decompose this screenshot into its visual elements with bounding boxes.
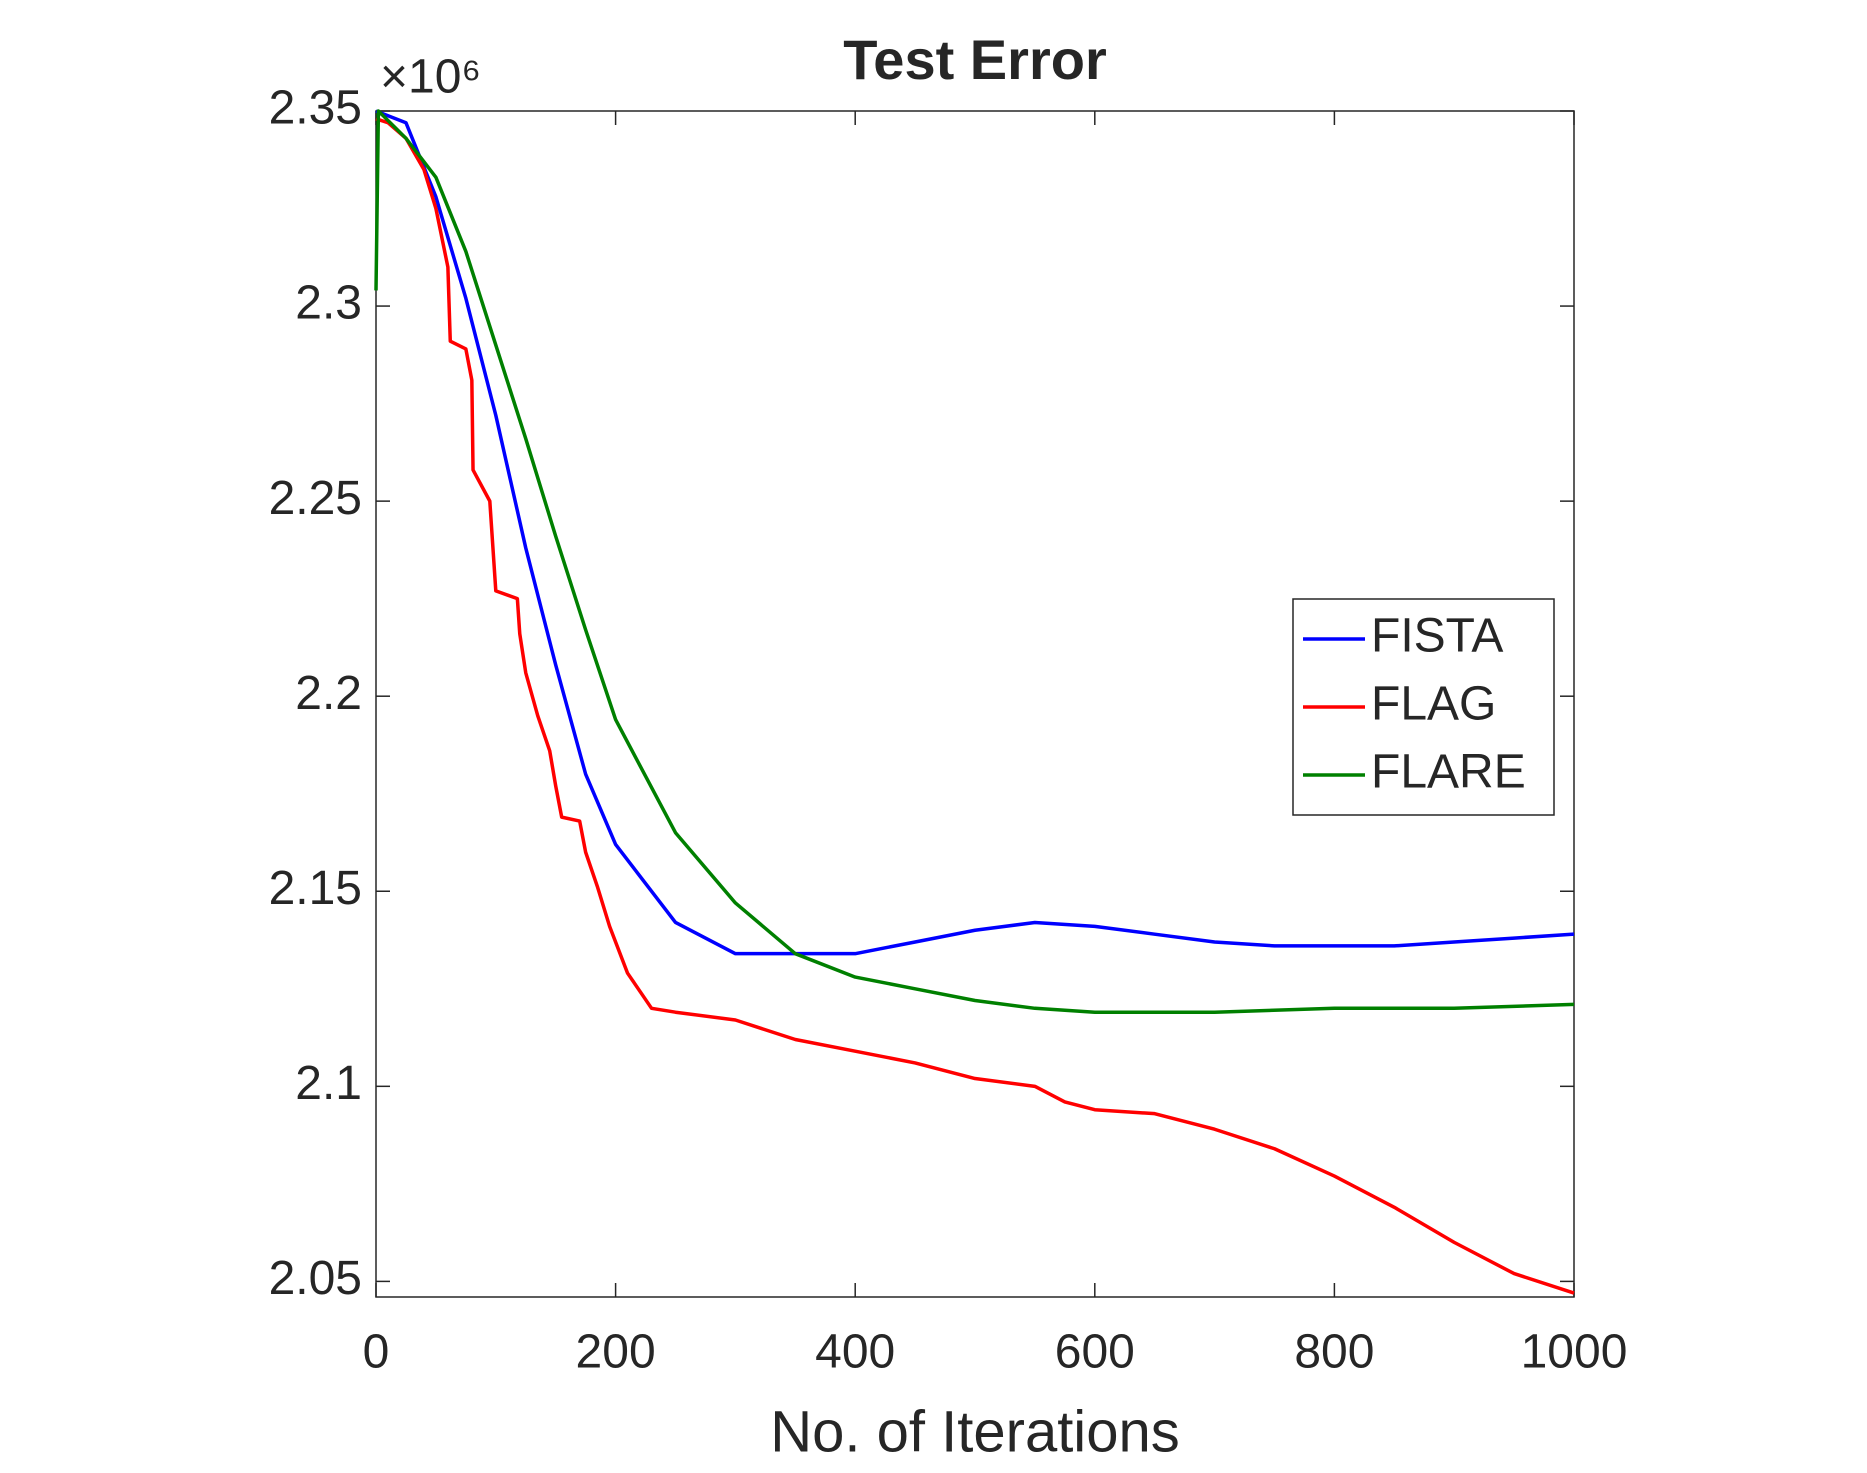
x-axis-label: No. of Iterations — [770, 1399, 1179, 1464]
x-tick-label: 800 — [1294, 1326, 1374, 1379]
y-tick-label: 2.05 — [269, 1252, 362, 1305]
legend-label: FLAG — [1371, 678, 1496, 731]
y-tick-label: 2.15 — [269, 862, 362, 915]
y-tick-label: 2.25 — [269, 472, 362, 525]
y-tick-label: 2.2 — [295, 667, 362, 720]
series-line — [375, 109, 1575, 956]
series-line — [375, 117, 1575, 1295]
y-tick-label: 2.3 — [295, 277, 362, 330]
y-tick-label: 2.1 — [295, 1057, 362, 1110]
x-tick-label: 400 — [815, 1326, 895, 1379]
x-tick-label: 0 — [363, 1326, 390, 1379]
chart-title: Test Error — [843, 28, 1106, 91]
series-line — [374, 109, 1575, 1014]
legend-label: FLARE — [1371, 746, 1526, 799]
y-tick-label: 2.35 — [269, 82, 362, 135]
x-tick-label: 600 — [1055, 1326, 1135, 1379]
x-tick-label: 1000 — [1521, 1326, 1628, 1379]
legend-label: FISTA — [1371, 610, 1503, 663]
y-multiplier: ×10⁶ — [380, 51, 481, 104]
x-tick-label: 200 — [576, 1326, 656, 1379]
plot-area — [375, 110, 1575, 1298]
